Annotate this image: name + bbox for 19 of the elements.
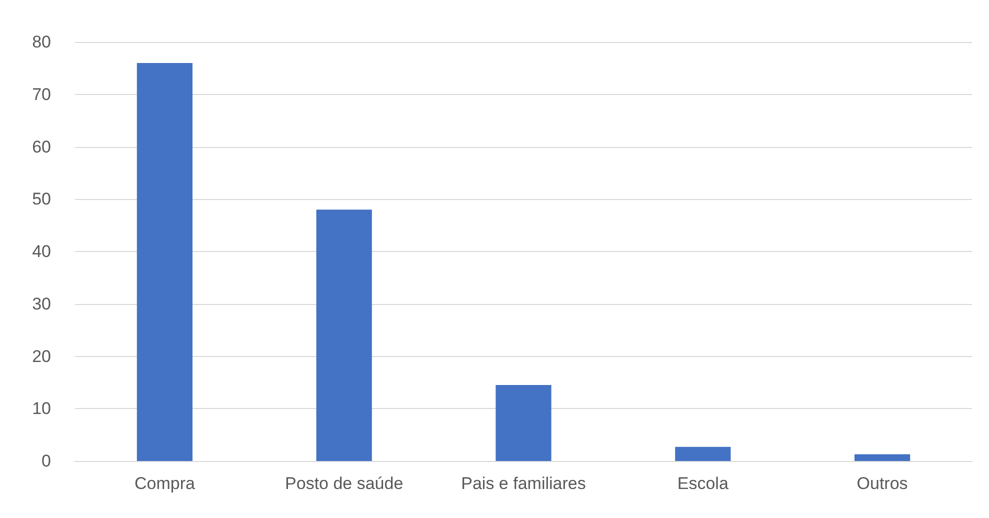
- x-tick-label: Outros: [856, 474, 908, 493]
- bar: [854, 454, 910, 461]
- y-tick-label: 20: [32, 346, 51, 366]
- y-tick-label: 80: [32, 32, 51, 52]
- x-tick-label: Pais e familiares: [461, 474, 586, 493]
- x-tick-label: Posto de saúde: [285, 474, 404, 493]
- bar: [675, 446, 731, 461]
- y-tick-label: 40: [32, 242, 51, 261]
- x-tick-label: Escola: [677, 474, 729, 493]
- y-tick-label: 60: [32, 137, 51, 156]
- bar: [136, 62, 193, 461]
- y-tick-label: 10: [32, 399, 51, 418]
- x-tick-label: Compra: [134, 474, 196, 493]
- y-tick-label: 30: [32, 294, 51, 314]
- y-tick-label: 70: [32, 84, 51, 104]
- bar: [316, 210, 372, 461]
- bar: [496, 385, 552, 461]
- y-tick-label: 0: [42, 452, 51, 470]
- y-tick-label: 50: [32, 190, 51, 209]
